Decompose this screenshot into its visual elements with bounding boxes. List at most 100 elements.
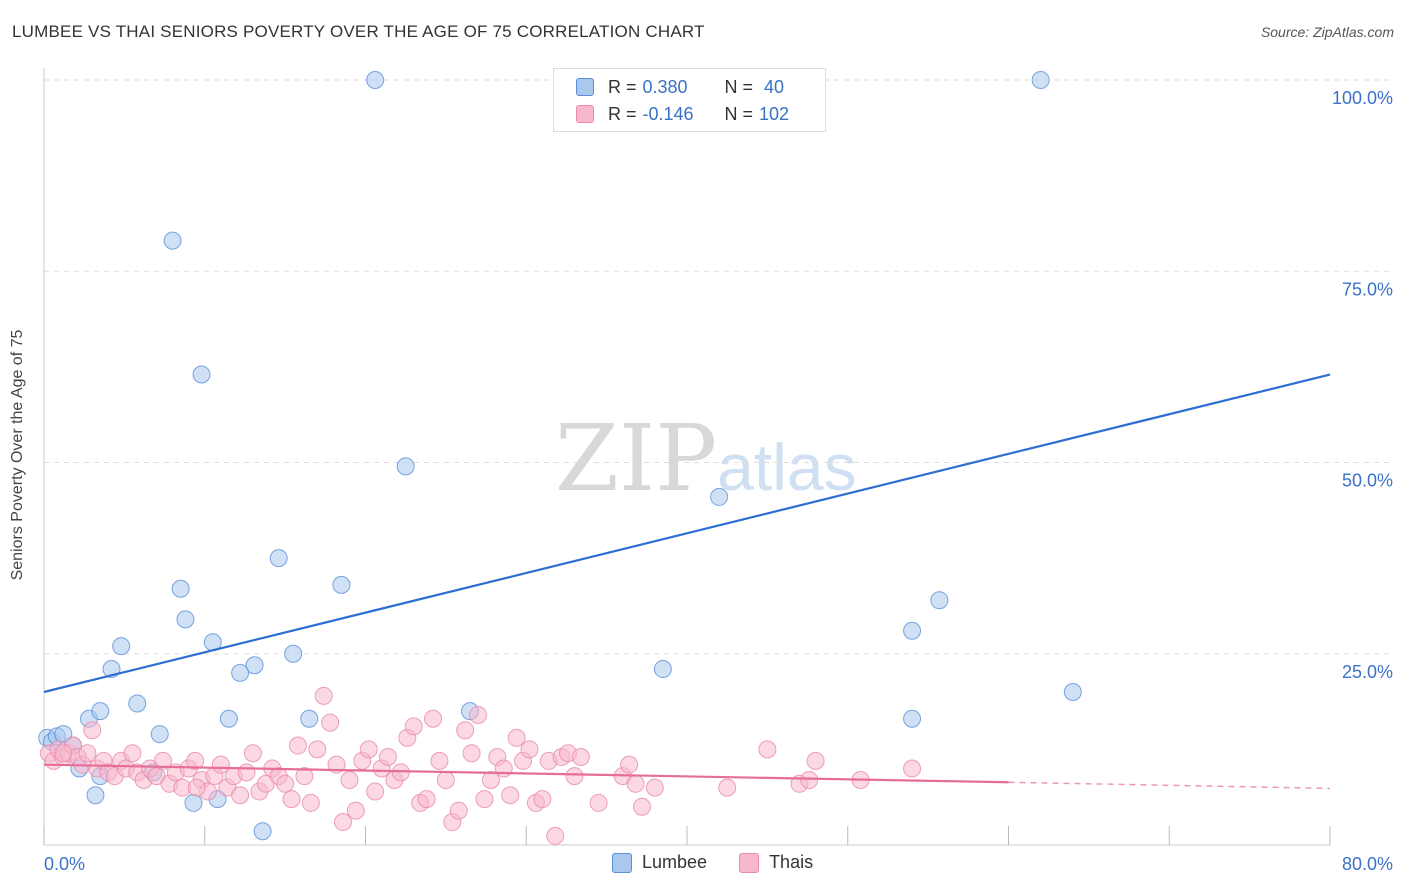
watermark-zip: ZIP [555,405,718,512]
thais-point [301,793,320,812]
thais-point [903,759,922,778]
thais-point [520,740,539,759]
lumbee-point [112,637,131,656]
lumbee-point [219,709,238,728]
y-tick-label-50: 50.0% [1342,471,1393,491]
thais-point [379,748,398,767]
lumbee-point [396,457,415,476]
lumbee-point [163,231,182,250]
thais-point [187,778,206,797]
thais-point [507,728,526,747]
thais-point [186,751,205,770]
thais-trend-line [43,763,1009,784]
thais-point [800,770,819,789]
thais-point [469,705,488,724]
thais-point [565,767,584,786]
lumbee-r-value: 0.380 [642,76,688,97]
thais-point [54,744,73,763]
lumbee-point [332,575,351,594]
lumbee-point [1063,683,1082,701]
thais-point [424,709,443,728]
lumbee-point [903,709,922,728]
thais-point [462,744,481,763]
lumbee-point [253,822,272,841]
thais-point [308,740,327,759]
thais-point [626,774,645,793]
y-tick-label-25: 25.0% [1342,662,1393,682]
y-tick-label-75: 75.0% [1342,279,1393,299]
legend-thais-swatch [739,852,760,873]
lumbee-point [930,591,949,610]
thais-point [346,801,365,820]
thais-point [231,786,250,805]
thais-point [546,826,565,845]
thais-point [449,801,468,820]
thais-point [632,797,651,816]
thais-trend-extension [1008,781,1331,790]
lumbee-point [284,644,303,663]
lumbee-point [176,610,195,629]
thais-point [758,740,777,759]
thais-point [83,721,102,740]
thais-point [645,778,664,797]
thais-r-value: -0.146 [642,103,694,124]
y-tick-label-100: 100.0% [1332,88,1393,108]
lumbee-swatch [576,78,594,96]
lumbee-point [231,663,250,682]
lumbee-point [91,702,110,721]
lumbee-point [86,786,105,805]
legend-row-lumbee: R = 0.380 N = 40 [576,75,784,99]
thais-point [243,744,262,763]
lumbee-point [653,660,672,679]
legend-lumbee-label: Lumbee [642,852,708,872]
x-tick-label-max: 80.0% [1342,854,1393,874]
lumbee-point [171,579,190,598]
legend-thais-label: Thais [769,852,814,872]
lumbee-point [300,709,319,728]
thais-point [620,755,639,774]
lumbee-point [1031,71,1050,89]
watermark: ZIPatlas [555,405,857,512]
series-legend: Lumbee Thais [612,852,845,873]
lumbee-point [192,365,211,384]
thais-point [571,748,590,767]
thais-swatch [576,105,594,123]
legend-item-thais: Thais [739,852,813,873]
lumbee-point [150,725,169,744]
thais-point [366,782,385,801]
thais-point [340,770,359,789]
correlation-legend: R = 0.380 N = 40 R = -0.146 N = 102 [553,68,826,132]
thais-point [589,793,608,812]
thais-point [806,751,825,770]
thais-point [153,751,172,770]
thais-point [78,744,97,763]
thais-point [282,790,301,809]
thais-point [481,770,500,789]
thais-point [295,767,314,786]
thais-point [501,786,520,805]
thais-n-value: 102 [759,103,790,124]
thais-r-label: R = [608,103,637,124]
thais-point [430,751,449,770]
thais-point [359,740,378,759]
thais-point [436,770,455,789]
thais-point [276,774,295,793]
lumbee-n-value: 40 [759,76,785,97]
thais-point [321,713,340,732]
thais-point [123,744,142,763]
chart-source: Source: ZipAtlas.com [1260,24,1394,40]
legend-row-thais: R = -0.146 N = 102 [576,102,789,126]
legend-item-lumbee: Lumbee [612,852,707,873]
thais-point [475,790,494,809]
lumbee-r-label: R = [608,76,637,97]
thais-point [237,763,256,782]
x-tick-label-min: 0.0% [44,854,85,874]
thais-point [333,813,352,832]
lumbee-point [245,656,264,675]
thais-point [533,790,552,809]
watermark-atlas: atlas [717,430,857,504]
lumbee-point [366,71,385,89]
lumbee-point [184,793,203,812]
thais-point [314,686,333,705]
lumbee-point [710,487,729,506]
